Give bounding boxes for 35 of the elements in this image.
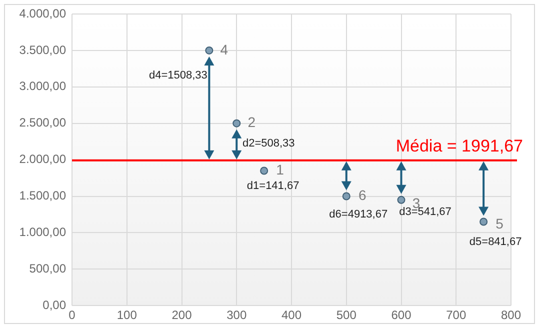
point: [480, 218, 488, 226]
point: [205, 46, 214, 54]
annotation: 6: [358, 187, 366, 204]
y-tick-label: 3.500,00: [19, 42, 66, 57]
annotation: 5: [496, 216, 504, 232]
annotation: d5=841,67: [469, 236, 522, 248]
ref-line-label: Média = 1991,67: [396, 136, 523, 156]
y-tick-label: 500,00: [29, 261, 66, 276]
x-tick-label: 500: [336, 308, 357, 322]
annotation: 2: [248, 114, 256, 130]
point: [260, 166, 268, 175]
y-tick-label: 3.000,00: [19, 79, 66, 94]
annotation: d2=508,33: [242, 137, 295, 150]
y-tick-label: 0,00: [42, 298, 66, 312]
x-tick-label: 100: [116, 308, 138, 322]
y-tick-label: 2.000,00: [19, 152, 66, 166]
x-tick-label: 300: [226, 308, 247, 322]
x-tick-label: 400: [281, 308, 302, 322]
x-tick-label: 700: [446, 308, 466, 322]
point: [342, 192, 350, 200]
x-tick-label: 200: [172, 308, 192, 322]
y-tick-label: 4.000,00: [19, 6, 66, 20]
x-tick-label: 800: [500, 308, 522, 322]
point: [232, 119, 241, 128]
annotation: 4: [220, 41, 228, 58]
x-tick-label: 600: [391, 308, 412, 322]
y-tick-label: 1.500,00: [19, 188, 66, 203]
y-tick-label: 2.500,00: [19, 116, 66, 130]
annotation: d4=1508,33: [148, 69, 208, 82]
point: [397, 196, 406, 204]
annotation: d1=141,67: [246, 180, 300, 192]
annotation: d6=4913,67: [329, 208, 388, 220]
y-tick-label: 1.000,00: [19, 225, 66, 240]
x-tick-label: 0: [68, 308, 76, 322]
annotation: 1: [276, 162, 284, 178]
